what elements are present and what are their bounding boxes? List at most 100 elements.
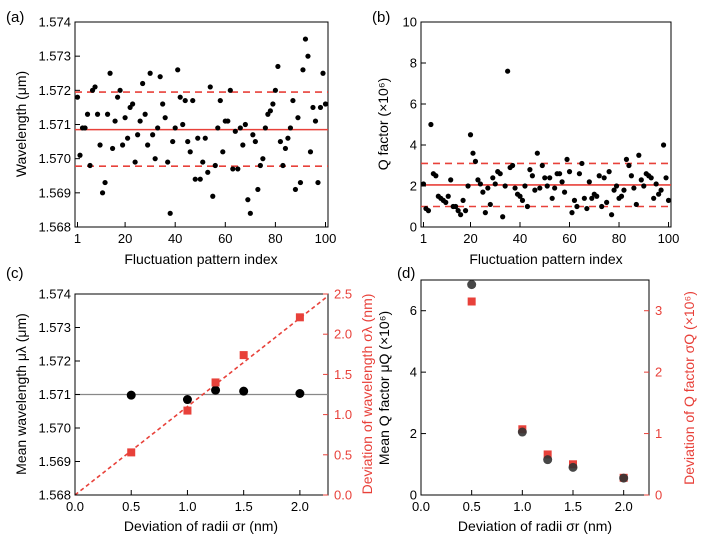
panel-b-point (576, 171, 583, 177)
panel-a-point (137, 118, 143, 124)
panel-a-point (280, 162, 286, 169)
panel-b-point (653, 181, 659, 187)
panel-b-point (665, 197, 672, 203)
panel-a-point (322, 101, 329, 107)
panel-a-point (230, 166, 236, 172)
panel-a-point (227, 87, 233, 93)
panel-a-point (282, 145, 289, 152)
panel-b-point (477, 181, 484, 187)
panel-a-point (165, 159, 171, 165)
panel-c-ylabel-left: Mean wavelength μλ (μm) (13, 313, 29, 475)
panel-b-point (579, 160, 585, 167)
panel-a-point (157, 74, 163, 80)
panel-c-dev-point (183, 406, 192, 415)
panel-b-point (472, 158, 479, 164)
panel-b-point (628, 173, 634, 179)
panel-a-xtick-label: 1 (74, 231, 81, 246)
panel-a-point (87, 162, 93, 169)
panel-d-dev-point (467, 297, 476, 306)
panel-a-point (210, 193, 216, 199)
panel-a-point (197, 176, 203, 182)
panel-a-point (132, 159, 138, 165)
panel-c-left-ytick-label: 1.572 (38, 354, 71, 369)
panel-a-point (99, 190, 106, 196)
panel-b-point (574, 203, 580, 210)
panel-a-point (277, 138, 284, 145)
panel-a-point (260, 156, 266, 162)
panel-a-point (205, 169, 211, 175)
panel-a-point (247, 210, 253, 216)
panel-a-point (245, 197, 251, 203)
panel-b-point (480, 189, 486, 195)
panel-d-ticks: 0.0 0.5 1.0 1.5 2.0 0 2 4 6 0 1 2 3 (410, 303, 662, 514)
panel-a-point (104, 111, 111, 117)
panel-d-dev-point (543, 450, 552, 459)
panel-a-point (102, 179, 108, 186)
panel-a-point (107, 70, 113, 76)
panel-b-point (589, 195, 595, 201)
panel-b-point (549, 195, 555, 201)
panel-b-point (487, 201, 493, 208)
panel-c-points (126, 313, 305, 457)
panel-a-point (82, 125, 88, 131)
panel-c-right-ytick-label: 2.5 (334, 287, 352, 302)
panel-d-xtick-label: 2.0 (615, 499, 633, 514)
panel-b-point (522, 183, 528, 189)
panel-d-right-ytick-label: 2 (655, 365, 662, 380)
panel-a-point (177, 94, 183, 100)
panel-b-point (651, 195, 657, 201)
panel-c-dev-point (127, 448, 136, 457)
panel-c-mean-point (295, 388, 305, 398)
panel-a-point (125, 135, 131, 141)
panel-b-point (524, 203, 531, 210)
panel-a-point (270, 101, 276, 107)
panel-b-point (509, 162, 516, 169)
panel-a-point (202, 135, 208, 141)
panel-a-ytick-label: 1.568 (38, 220, 71, 235)
panel-b-point (502, 183, 508, 189)
panel-a-point (200, 159, 206, 165)
panel-d-left-ytick-label: 2 (410, 426, 417, 441)
panel-b-xtick-label: 80 (612, 231, 626, 246)
panel-a-point (212, 162, 218, 169)
panel-b-ytick-label: 10 (403, 15, 417, 30)
panel-a-point (94, 111, 101, 117)
panel-a-ytick-label: 1.573 (38, 49, 71, 64)
panel-c-xlabel: Deviation of radii σr (nm) (124, 518, 278, 534)
panel-a-point (170, 138, 176, 145)
panel-b-point (544, 183, 550, 189)
panel-b-xtick-label: 100 (658, 231, 680, 246)
panel-b-point (460, 197, 466, 203)
panel-b-point (557, 171, 563, 177)
panel-c-ticks: 0.0 0.5 1.0 1.5 2.0 1.568 1.569 1.570 1.571 1.572… (38, 287, 352, 515)
panel-a-xtick-label: 100 (315, 231, 337, 246)
panel-d-xtick-label: 1.0 (513, 499, 531, 514)
panel-a-point (207, 84, 213, 90)
panel-b-point (527, 167, 533, 173)
panel-b-point (443, 199, 449, 205)
panel-d-xtick-label: 1.5 (564, 499, 582, 514)
panel-c-left-ytick-label: 1.570 (38, 421, 71, 436)
panel-a-point (172, 125, 178, 131)
panel-b-point (537, 185, 543, 191)
panel-c-fit-line (74, 295, 329, 496)
panel-c-xtick-label: 2.0 (291, 499, 309, 514)
panel-c-mean-point (182, 395, 192, 405)
panel-b-point (490, 175, 496, 181)
panel-a-ytick-label: 1.574 (38, 15, 71, 30)
panel-d-left-ytick-label: 6 (410, 303, 417, 318)
panel-c-left-ytick-label: 1.568 (38, 488, 71, 503)
panel-c-mean-point (126, 390, 136, 400)
panel-b-point (532, 187, 538, 193)
panel-a-point (315, 179, 321, 186)
panel-b-point (569, 210, 575, 216)
panel-b-point (621, 187, 627, 193)
panel-d-frame (420, 279, 650, 496)
panel-b-point (539, 162, 545, 169)
panel-b-point (561, 189, 568, 195)
panel-a-frame (74, 21, 329, 228)
panel-c-right-ytick-label: 0.0 (334, 488, 352, 503)
panel-a-point (130, 101, 136, 107)
panel-b-point (547, 175, 553, 181)
panel-b-point (433, 173, 439, 179)
